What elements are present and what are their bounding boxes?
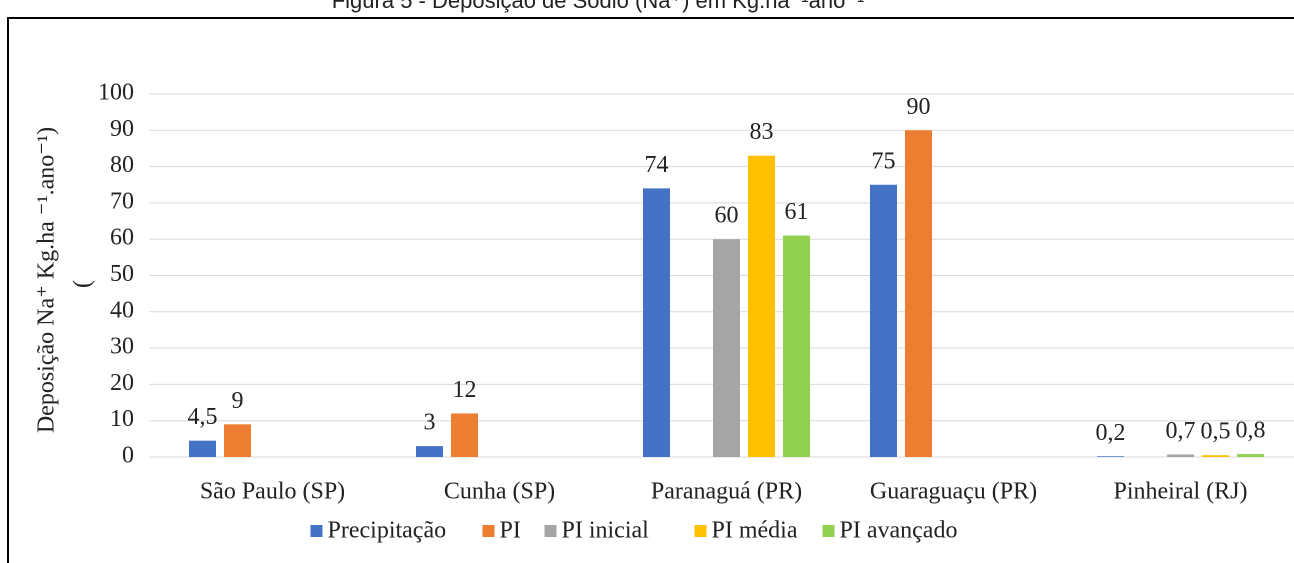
- y-tick-label: 20: [110, 370, 134, 396]
- x-tick-label: Pinheiral (RJ): [1114, 479, 1248, 505]
- legend-label: PI média: [712, 518, 798, 544]
- y-tick-label: 30: [110, 334, 134, 360]
- bar: [713, 239, 740, 457]
- y-tick-label: 70: [110, 188, 134, 214]
- legend-label: PI: [500, 518, 521, 544]
- legend-swatch: [694, 525, 707, 537]
- legend-label: PI avançado: [840, 518, 958, 544]
- bar: [1202, 455, 1229, 457]
- bar: [1097, 456, 1124, 457]
- bar: [189, 440, 216, 457]
- bar: [451, 413, 478, 457]
- y-tick-label: 50: [110, 261, 134, 287]
- legend-swatch: [822, 525, 835, 537]
- data-label: 90: [907, 94, 931, 120]
- bar: [1237, 454, 1264, 457]
- data-label: 75: [872, 148, 896, 174]
- y-tick-label: 10: [110, 406, 134, 432]
- data-label: 74: [645, 152, 669, 178]
- data-label: 61: [785, 199, 809, 225]
- data-label: 9: [232, 388, 244, 414]
- data-label: 0,5: [1201, 419, 1231, 445]
- data-label: 83: [750, 119, 774, 145]
- y-tick-label: 0: [122, 443, 134, 469]
- bar: [870, 184, 897, 457]
- y-tick-label: 90: [110, 116, 134, 142]
- bar: [643, 188, 670, 457]
- bar: [224, 424, 251, 457]
- bar: [783, 235, 810, 457]
- data-label: 0,7: [1166, 418, 1196, 444]
- legend-label: Precipitação: [328, 518, 447, 544]
- y-tick-label: 40: [110, 297, 134, 323]
- y-axis-label: Deposição Na⁺ Kg.ha ⁻¹.ano⁻¹): [34, 127, 60, 433]
- bar: [748, 155, 775, 457]
- y-tick-label: 100: [98, 80, 134, 106]
- data-label: 4,5: [188, 404, 218, 430]
- chart-frame: [7, 17, 1294, 563]
- data-label: 0,2: [1096, 420, 1126, 446]
- x-tick-label: São Paulo (SP): [200, 479, 345, 505]
- legend-label: PI inicial: [562, 518, 650, 544]
- chart-title: Figura 5 - Deposição de Sódio (Na⁺) em K…: [332, 0, 865, 13]
- bar: [1167, 454, 1194, 457]
- x-tick-label: Cunha (SP): [444, 479, 555, 505]
- bar: [416, 446, 443, 457]
- bar: [905, 130, 932, 458]
- legend-swatch: [310, 525, 323, 537]
- data-label: 12: [453, 377, 477, 403]
- data-label: 60: [715, 203, 739, 229]
- legend-swatch: [482, 525, 495, 537]
- y-tick-label: 80: [110, 152, 134, 178]
- data-label: 0,8: [1236, 418, 1266, 444]
- x-tick-label: Guaraguaçu (PR): [870, 479, 1037, 505]
- y-tick-label: 60: [110, 225, 134, 251]
- x-tick-label: Paranaguá (PR): [651, 479, 802, 505]
- data-label: 3: [424, 410, 436, 436]
- y-axis-label: (: [70, 280, 96, 288]
- legend-swatch: [544, 525, 557, 537]
